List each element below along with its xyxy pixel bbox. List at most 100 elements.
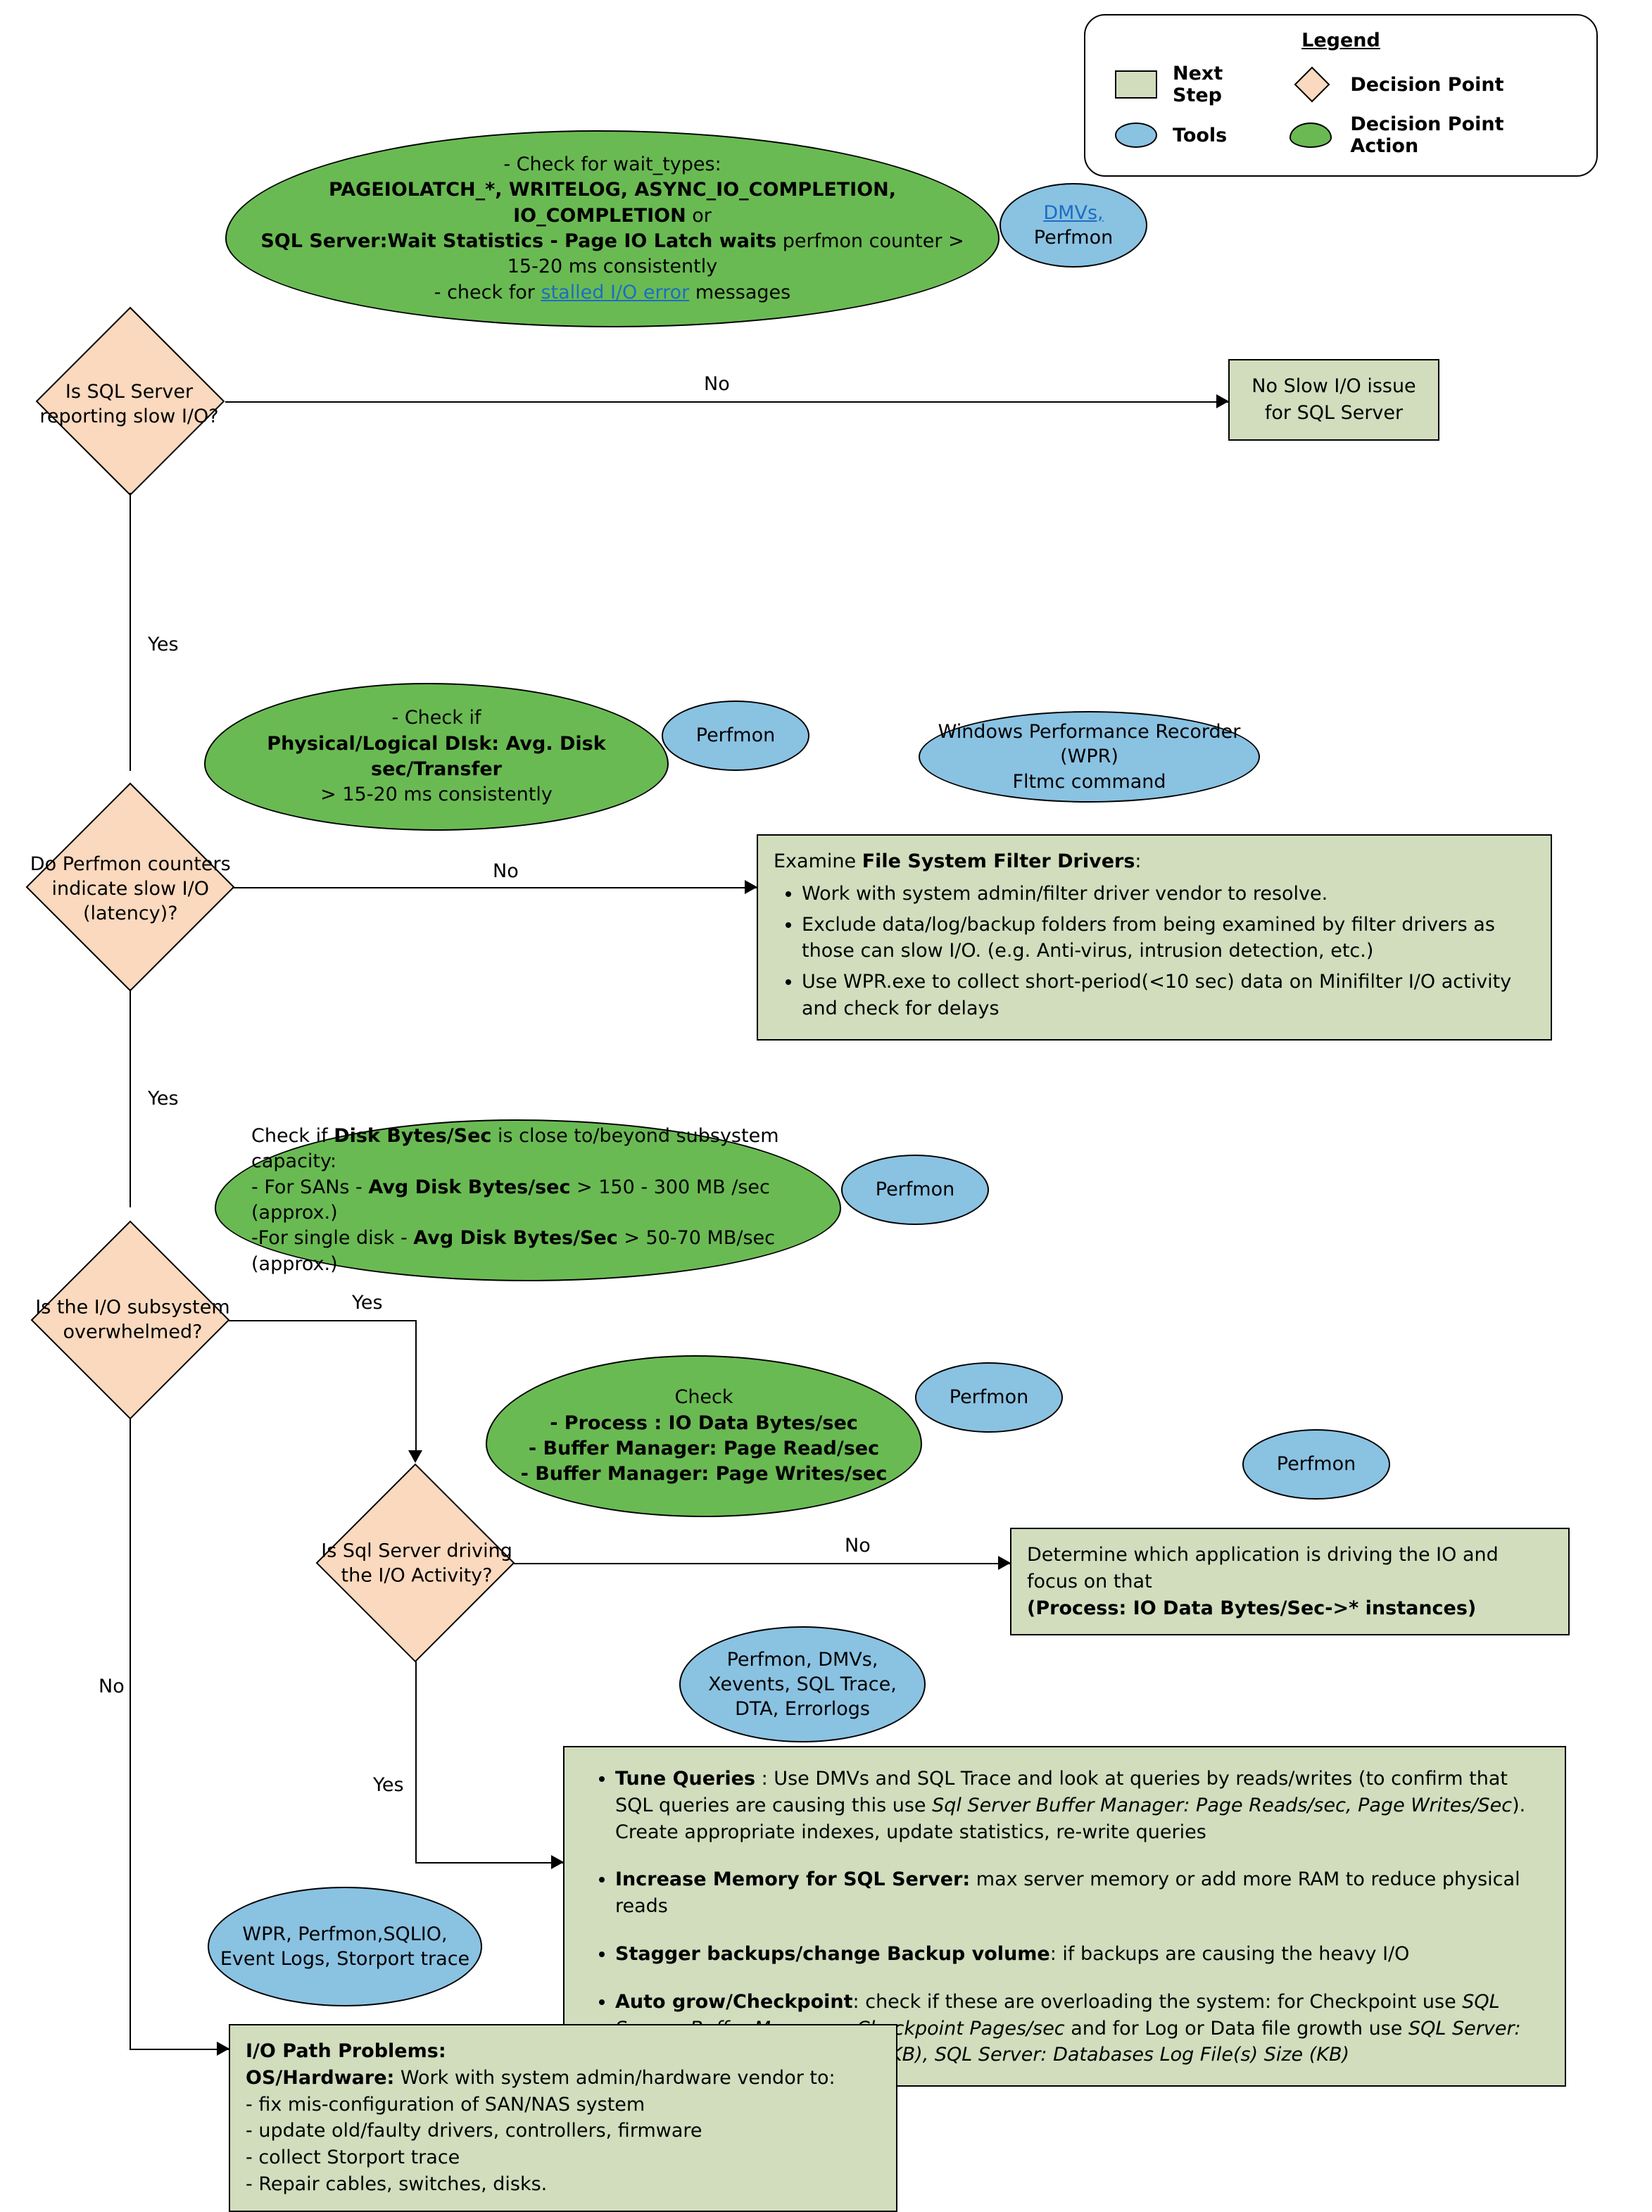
- d1-tool-l2: Perfmon: [1034, 225, 1113, 250]
- tune-b3b: : if backups are causing the heavy I/O: [1050, 1943, 1410, 1965]
- d2-no-label: No: [493, 860, 519, 882]
- d4-yes-hline: [415, 1862, 563, 1864]
- d2-tool: Perfmon: [696, 723, 775, 748]
- iopath-sub: OS/Hardware:: [246, 2067, 394, 2089]
- tune-b3a: Stagger backups/change Backup volume: [615, 1943, 1050, 1965]
- iopath-l2: - update old/faulty drivers, controllers…: [246, 2120, 702, 2142]
- d2-no-list: Work with system admin/filter driver ven…: [774, 881, 1535, 1022]
- d2-no-b1: Work with system admin/filter driver ven…: [802, 881, 1535, 907]
- d1-action-l1: - Check for wait_types:: [503, 152, 721, 177]
- iopath-title: I/O Path Problems:: [246, 2040, 446, 2062]
- d2-no-arrow: [745, 880, 757, 894]
- d3-no-line: [130, 1419, 131, 2049]
- legend-label-action: Decision Point Action: [1350, 113, 1503, 157]
- tune-b2a: Increase Memory for SQL Server:: [615, 1868, 970, 1890]
- d4-tool: Perfmon: [950, 1385, 1028, 1409]
- d4-tool-right: Perfmon: [1277, 1452, 1356, 1476]
- tune-b4d: and for Log or Data file growth use: [1065, 2018, 1408, 2040]
- d4-l2: - Process : IO Data Bytes/sec: [550, 1412, 858, 1434]
- d3-l1b: Disk Bytes/Sec: [334, 1125, 491, 1147]
- d3-yes-arrow: [408, 1450, 422, 1463]
- d1-action-l3a: SQL Server:Wait Statistics - Page IO Lat…: [260, 230, 776, 252]
- iopath-tools-ellipse: WPR, Perfmon,SQLIO, Event Logs, Storport…: [208, 1887, 482, 2006]
- d1-diamond: Is SQL Server reporting slow I/O?: [36, 307, 225, 496]
- d2-diamond: Do Perfmon counters indicate slow I/O (l…: [26, 783, 235, 992]
- d1-action-l2b: or: [686, 205, 712, 227]
- d4-no-l1: Determine which application is driving t…: [1027, 1544, 1499, 1592]
- d2-no-b2: Exclude data/log/backup folders from bei…: [802, 912, 1535, 965]
- d2-wpr-l1: Windows Performance Recorder (WPR): [920, 719, 1259, 769]
- d1-tool-ellipse: DMVs, Perfmon: [1000, 183, 1147, 268]
- tune-b1a: Tune Queries: [615, 1768, 755, 1790]
- d4-no-line: [514, 1563, 1010, 1564]
- legend-title: Legend: [1106, 30, 1575, 51]
- d4-tool-right-ellipse: Perfmon: [1242, 1429, 1390, 1500]
- iopath-l4: - Repair cables, switches, disks.: [246, 2173, 547, 2195]
- legend-label-decision: Decision Point: [1350, 74, 1503, 96]
- iopath-box: I/O Path Problems: OS/Hardware: Work wit…: [229, 2024, 897, 2212]
- d1-action-l2a: PAGEIOLATCH_*, WRITELOG, ASYNC_IO_COMPLE…: [329, 179, 896, 226]
- iopath-tools: WPR, Perfmon,SQLIO, Event Logs, Storport…: [216, 1922, 474, 1971]
- d1-no-line: [225, 401, 1228, 403]
- d3-question: Is the I/O subsystem overwhelmed?: [34, 1295, 231, 1344]
- d4-no-l2: (Process: IO Data Bytes/Sec->* instances…: [1027, 1597, 1476, 1619]
- d2-action-l3: > 15-20 ms consistently: [320, 782, 553, 807]
- d4-question: Is Sql Server driving the I/O Activity?: [318, 1539, 515, 1588]
- d3-action-cloud: Check if Disk Bytes/Sec is close to/beyo…: [215, 1119, 841, 1281]
- tune-b4a: Auto grow/Checkpoint: [615, 1991, 853, 2013]
- d2-no-t2: File System Filter Drivers: [862, 850, 1135, 872]
- d4-yes-label: Yes: [373, 1774, 404, 1796]
- d1-action-l4b-link[interactable]: stalled I/O error: [541, 282, 689, 303]
- d3-no-label: No: [99, 1676, 125, 1697]
- legend-swatch-decision: [1294, 67, 1330, 103]
- tune-list: Tune Queries : Use DMVs and SQL Trace an…: [580, 1766, 1549, 2068]
- legend-swatch-action: [1290, 122, 1332, 148]
- legend-label-tools: Tools: [1173, 125, 1227, 146]
- d4-no-label: No: [845, 1535, 871, 1557]
- d4-yes-arrow: [551, 1855, 564, 1869]
- d2-yes-label: Yes: [148, 1088, 179, 1110]
- d4-action-cloud: Check - Process : IO Data Bytes/sec - Bu…: [486, 1355, 922, 1517]
- d1-yes-label: Yes: [148, 634, 179, 655]
- d2-no-t1: Examine: [774, 850, 862, 872]
- d3-yes-line: [229, 1320, 415, 1321]
- d3-l3b: Avg Disk Bytes/Sec: [413, 1227, 617, 1249]
- d1-action-cloud: - Check for wait_types: PAGEIOLATCH_*, W…: [225, 130, 1000, 327]
- d3-diamond: Is the I/O subsystem overwhelmed?: [31, 1221, 230, 1420]
- tune-b4b: : check if these are overloading the sys…: [853, 1991, 1463, 2013]
- d4-yes-line: [415, 1661, 417, 1862]
- d2-action-l2: Physical/Logical DIsk: Avg. Disk sec/Tra…: [267, 733, 605, 780]
- d2-no-t3: :: [1135, 850, 1141, 872]
- d3-l1a: Check if: [251, 1125, 334, 1147]
- d4-no-arrow: [998, 1556, 1011, 1570]
- d4-diamond: Is Sql Server driving the I/O Activity?: [316, 1464, 515, 1663]
- d3-l2a: - For SANs -: [251, 1176, 368, 1198]
- legend-box: Legend Next Step Decision Point Tools De…: [1084, 14, 1598, 177]
- legend-swatch-tools: [1115, 122, 1157, 148]
- d1-no-text: No Slow I/O issue for SQL Server: [1251, 375, 1415, 424]
- d1-no-result: No Slow I/O issue for SQL Server: [1228, 359, 1439, 441]
- d1-no-label: No: [704, 373, 730, 395]
- d1-action-l4a: - check for: [434, 282, 541, 303]
- d4-l4: - Buffer Manager: Page Writes/sec: [521, 1463, 888, 1485]
- d2-action-cloud: - Check if Physical/Logical DIsk: Avg. D…: [204, 683, 669, 831]
- d2-no-line: [232, 887, 757, 888]
- d2-wpr-ellipse: Windows Performance Recorder (WPR) Fltmc…: [919, 711, 1260, 803]
- tune-b1c: Sql Server Buffer Manager: Page Reads/se…: [932, 1795, 1512, 1816]
- d3-tool: Perfmon: [876, 1177, 954, 1202]
- d2-question: Do Perfmon counters indicate slow I/O (l…: [28, 852, 232, 926]
- d2-no-result: Examine File System Filter Drivers: Work…: [757, 834, 1552, 1041]
- legend-table: Next Step Decision Point Tools Decision …: [1106, 58, 1575, 161]
- iopath-sub2: Work with system admin/hardware vendor t…: [394, 2067, 835, 2089]
- d2-wpr-l2: Fltmc command: [1012, 769, 1166, 794]
- legend-label-next-step: Next Step: [1173, 63, 1223, 106]
- d1-question: Is SQL Server reporting slow I/O?: [31, 379, 228, 429]
- iopath-l1: - fix mis-configuration of SAN/NAS syste…: [246, 2094, 645, 2116]
- d4-l3: - Buffer Manager: Page Read/sec: [529, 1438, 879, 1459]
- d4-l1: Check: [674, 1385, 733, 1410]
- d4-yes-tools: Perfmon, DMVs, Xevents, SQL Trace, DTA, …: [688, 1647, 917, 1721]
- d1-yes-line: [130, 493, 131, 771]
- d1-tool-link[interactable]: DMVs,: [1043, 201, 1103, 225]
- d3-l3a: -For single disk -: [251, 1227, 413, 1249]
- d2-action-l1: - Check if: [392, 705, 481, 731]
